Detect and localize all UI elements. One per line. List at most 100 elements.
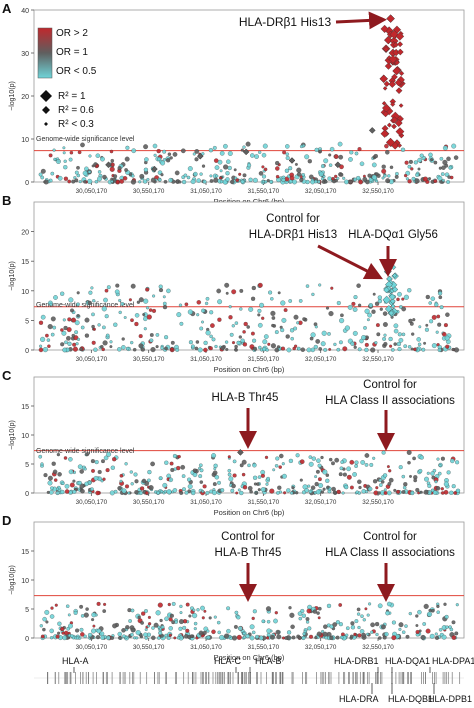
data-point-background <box>215 174 219 178</box>
data-point-peak <box>383 80 390 88</box>
data-point-background <box>55 159 61 164</box>
y-tick-label: 15 <box>21 549 29 556</box>
data-point-background <box>382 311 388 316</box>
data-point-background <box>320 341 326 347</box>
data-point-background <box>247 485 253 491</box>
data-point-peak <box>394 119 403 128</box>
data-point-background <box>112 457 117 462</box>
data-point-background <box>247 163 252 168</box>
data-point-background <box>109 149 114 154</box>
data-point-background <box>310 332 316 338</box>
data-point-background <box>377 298 383 304</box>
data-point-background <box>79 604 84 609</box>
data-point-background <box>66 335 71 341</box>
data-point-background <box>96 628 102 634</box>
data-point-background <box>194 149 200 154</box>
data-point-background <box>336 347 341 352</box>
data-point-background <box>357 479 362 485</box>
data-point-background <box>408 318 413 324</box>
data-point-background <box>288 458 294 464</box>
data-point-background <box>122 634 126 638</box>
data-point-background <box>165 158 171 163</box>
data-point-background <box>445 312 450 317</box>
data-point-background <box>453 491 458 495</box>
annotation-label: HLA Class II associations <box>325 395 455 407</box>
data-point-background <box>153 622 159 628</box>
data-point-background <box>57 175 63 181</box>
data-point-background <box>318 149 322 154</box>
panel-label: C <box>2 368 12 383</box>
data-point-background <box>104 314 109 319</box>
legend-label: R² < 0.3 <box>58 119 94 130</box>
data-point-background <box>144 491 149 495</box>
data-point-background <box>239 490 244 496</box>
data-point-background <box>286 630 292 635</box>
data-point-background <box>193 621 198 626</box>
data-point-background <box>417 342 422 347</box>
data-point-background <box>430 608 435 613</box>
data-point-background <box>328 457 333 462</box>
data-point-background <box>318 483 324 488</box>
data-point-background <box>160 173 164 177</box>
data-point-background <box>118 298 122 303</box>
data-point-background <box>273 618 278 624</box>
data-point-background <box>364 347 369 353</box>
data-point-background <box>47 480 53 486</box>
data-point-background <box>150 177 156 183</box>
data-point-background <box>381 450 386 455</box>
y-tick-label: 10 <box>21 137 29 144</box>
data-point-background <box>42 616 47 622</box>
data-point-background <box>317 179 321 184</box>
data-point-background <box>90 487 94 492</box>
data-point-background <box>437 175 443 181</box>
data-point-background <box>360 460 366 465</box>
data-point-background <box>318 171 324 177</box>
gene-label: HLA-DQB1 <box>388 694 433 704</box>
data-point-background <box>349 150 354 155</box>
data-point-background <box>267 342 271 346</box>
data-point-background <box>419 490 423 494</box>
data-point-background <box>214 165 220 170</box>
data-point-background <box>140 621 144 625</box>
data-point-background <box>168 617 173 622</box>
data-point-background <box>62 146 66 150</box>
data-point-background <box>60 342 65 347</box>
data-point-background <box>403 294 409 300</box>
data-point-background <box>230 179 235 185</box>
data-point-background <box>94 179 99 184</box>
data-point-background <box>407 288 412 293</box>
data-point-background <box>157 602 163 608</box>
data-point-background <box>103 297 108 303</box>
data-point-background <box>252 609 257 614</box>
y-tick-label: 0 <box>25 491 29 498</box>
data-point-background <box>375 172 379 177</box>
data-point-background <box>74 330 79 335</box>
data-point-background <box>151 308 157 313</box>
data-point-background <box>42 347 48 353</box>
data-point-background <box>178 303 183 307</box>
data-point-background <box>431 314 437 320</box>
data-point-background <box>317 606 322 611</box>
data-point-background <box>185 602 190 607</box>
data-point-background <box>138 490 143 496</box>
data-point-background <box>249 635 255 641</box>
data-point-background <box>124 168 128 172</box>
data-point-background <box>348 157 353 162</box>
data-point-background <box>192 468 197 473</box>
data-point-background <box>326 603 332 609</box>
legend-label: OR > 2 <box>56 28 88 39</box>
legend-label: OR = 1 <box>56 47 88 58</box>
data-point-background <box>268 290 273 295</box>
data-point-background <box>414 178 420 184</box>
gene-label: HLA-B <box>255 656 282 666</box>
data-point-background <box>141 611 146 616</box>
data-point-background <box>184 490 189 495</box>
data-point-background <box>100 635 105 640</box>
data-point-background <box>147 624 150 628</box>
data-point-background <box>260 473 265 478</box>
data-point-background <box>434 302 439 307</box>
data-point-background <box>296 321 300 325</box>
data-point-background <box>159 618 163 623</box>
data-point-peak <box>390 116 398 124</box>
data-point-background <box>366 318 370 322</box>
